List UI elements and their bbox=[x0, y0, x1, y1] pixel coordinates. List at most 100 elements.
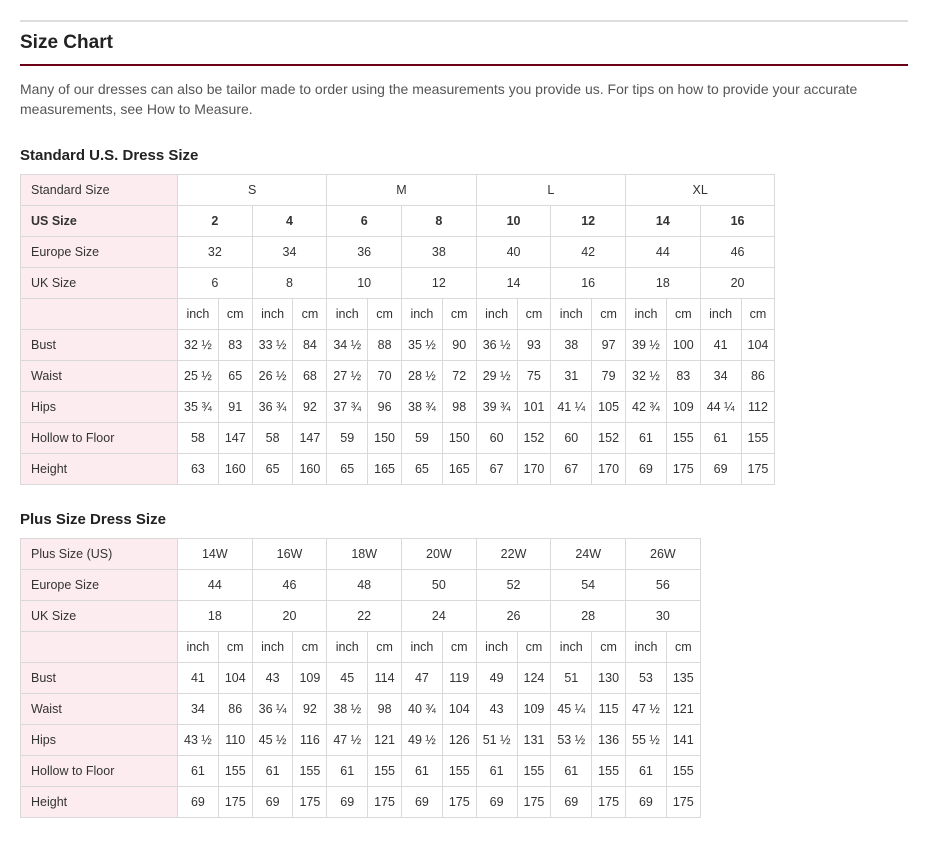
measure-value: 37 ¾ bbox=[327, 392, 368, 423]
plus-uk-value: 18 bbox=[178, 601, 253, 632]
unit-inch: inch bbox=[178, 632, 219, 663]
measure-value: 112 bbox=[741, 392, 775, 423]
europe-size-value: 34 bbox=[252, 237, 327, 268]
plus-measure-value: 61 bbox=[178, 756, 219, 787]
plus-measure-value: 45 bbox=[327, 663, 368, 694]
plus-measure-value: 155 bbox=[666, 756, 700, 787]
plus-europe-value: 46 bbox=[252, 570, 327, 601]
measure-value: 100 bbox=[666, 330, 700, 361]
plus-measure-label: Bust bbox=[21, 663, 178, 694]
measure-value: 32 ½ bbox=[178, 330, 219, 361]
unit-cm: cm bbox=[517, 632, 551, 663]
plus-measure-value: 61 bbox=[252, 756, 293, 787]
uk-size-value: 14 bbox=[476, 268, 551, 299]
measure-value: 39 ½ bbox=[626, 330, 667, 361]
plus-size-value: 14W bbox=[178, 539, 253, 570]
plus-measure-value: 155 bbox=[442, 756, 476, 787]
measure-value: 34 bbox=[700, 361, 741, 392]
us-size-value: 6 bbox=[327, 206, 402, 237]
plus-measure-label: Height bbox=[21, 787, 178, 818]
plus-size-value: 26W bbox=[626, 539, 701, 570]
plus-measure-value: 136 bbox=[592, 725, 626, 756]
measure-value: 67 bbox=[551, 454, 592, 485]
plus-uk-value: 22 bbox=[327, 601, 402, 632]
plus-measure-value: 126 bbox=[442, 725, 476, 756]
measure-value: 42 ¾ bbox=[626, 392, 667, 423]
unit-cm: cm bbox=[592, 299, 626, 330]
measure-value: 72 bbox=[442, 361, 476, 392]
plus-size-value: 16W bbox=[252, 539, 327, 570]
plus-measure-value: 61 bbox=[626, 756, 667, 787]
plus-uk-label: UK Size bbox=[21, 601, 178, 632]
plus-measure-value: 47 ½ bbox=[626, 694, 667, 725]
measure-value: 155 bbox=[741, 423, 775, 454]
measure-value: 39 ¾ bbox=[476, 392, 517, 423]
unit-inch: inch bbox=[178, 299, 219, 330]
plus-unit-row-label bbox=[21, 632, 178, 663]
plus-measure-value: 49 ½ bbox=[402, 725, 443, 756]
measure-value: 160 bbox=[218, 454, 252, 485]
plus-europe-value: 44 bbox=[178, 570, 253, 601]
measure-value: 35 ½ bbox=[402, 330, 443, 361]
measure-value: 26 ½ bbox=[252, 361, 293, 392]
plus-measure-value: 51 ½ bbox=[476, 725, 517, 756]
europe-size-value: 46 bbox=[700, 237, 775, 268]
measure-value: 93 bbox=[517, 330, 551, 361]
measure-value: 104 bbox=[741, 330, 775, 361]
plus-measure-value: 38 ½ bbox=[327, 694, 368, 725]
plus-measure-value: 121 bbox=[666, 694, 700, 725]
unit-cm: cm bbox=[666, 299, 700, 330]
plus-measure-label: Hips bbox=[21, 725, 178, 756]
measure-value: 109 bbox=[666, 392, 700, 423]
plus-size-value: 24W bbox=[551, 539, 626, 570]
measure-value: 92 bbox=[293, 392, 327, 423]
measure-value: 165 bbox=[368, 454, 402, 485]
measure-value: 70 bbox=[368, 361, 402, 392]
plus-measure-value: 175 bbox=[293, 787, 327, 818]
measure-value: 160 bbox=[293, 454, 327, 485]
plus-uk-value: 26 bbox=[476, 601, 551, 632]
measure-value: 97 bbox=[592, 330, 626, 361]
measure-value: 105 bbox=[592, 392, 626, 423]
plus-measure-value: 69 bbox=[626, 787, 667, 818]
measure-value: 175 bbox=[666, 454, 700, 485]
measure-value: 96 bbox=[368, 392, 402, 423]
plus-measure-value: 109 bbox=[517, 694, 551, 725]
unit-cm: cm bbox=[218, 299, 252, 330]
measure-value: 150 bbox=[368, 423, 402, 454]
unit-cm: cm bbox=[442, 632, 476, 663]
plus-measure-value: 109 bbox=[293, 663, 327, 694]
measure-value: 79 bbox=[592, 361, 626, 392]
plus-measure-value: 86 bbox=[218, 694, 252, 725]
plus-europe-value: 48 bbox=[327, 570, 402, 601]
plus-europe-label: Europe Size bbox=[21, 570, 178, 601]
us-size-value: 14 bbox=[626, 206, 701, 237]
plus-measure-value: 175 bbox=[368, 787, 402, 818]
measure-value: 65 bbox=[252, 454, 293, 485]
plus-measure-value: 61 bbox=[476, 756, 517, 787]
plus-measure-value: 175 bbox=[218, 787, 252, 818]
plus-europe-value: 50 bbox=[402, 570, 477, 601]
measure-value: 75 bbox=[517, 361, 551, 392]
plus-measure-value: 175 bbox=[666, 787, 700, 818]
plus-measure-value: 124 bbox=[517, 663, 551, 694]
plus-measure-value: 34 bbox=[178, 694, 219, 725]
plus-measure-value: 121 bbox=[368, 725, 402, 756]
plus-measure-value: 155 bbox=[368, 756, 402, 787]
unit-inch: inch bbox=[252, 632, 293, 663]
plus-size-value: 20W bbox=[402, 539, 477, 570]
plus-measure-value: 98 bbox=[368, 694, 402, 725]
plus-measure-value: 49 bbox=[476, 663, 517, 694]
plus-measure-label: Waist bbox=[21, 694, 178, 725]
plus-measure-value: 41 bbox=[178, 663, 219, 694]
unit-inch: inch bbox=[551, 632, 592, 663]
uk-size-value: 20 bbox=[700, 268, 775, 299]
plus-measure-value: 53 ½ bbox=[551, 725, 592, 756]
uk-size-value: 12 bbox=[402, 268, 477, 299]
plus-measure-value: 45 ¼ bbox=[551, 694, 592, 725]
measure-value: 25 ½ bbox=[178, 361, 219, 392]
plus-measure-value: 47 ½ bbox=[327, 725, 368, 756]
measure-value: 69 bbox=[626, 454, 667, 485]
plus-measure-value: 155 bbox=[592, 756, 626, 787]
measure-value: 28 ½ bbox=[402, 361, 443, 392]
